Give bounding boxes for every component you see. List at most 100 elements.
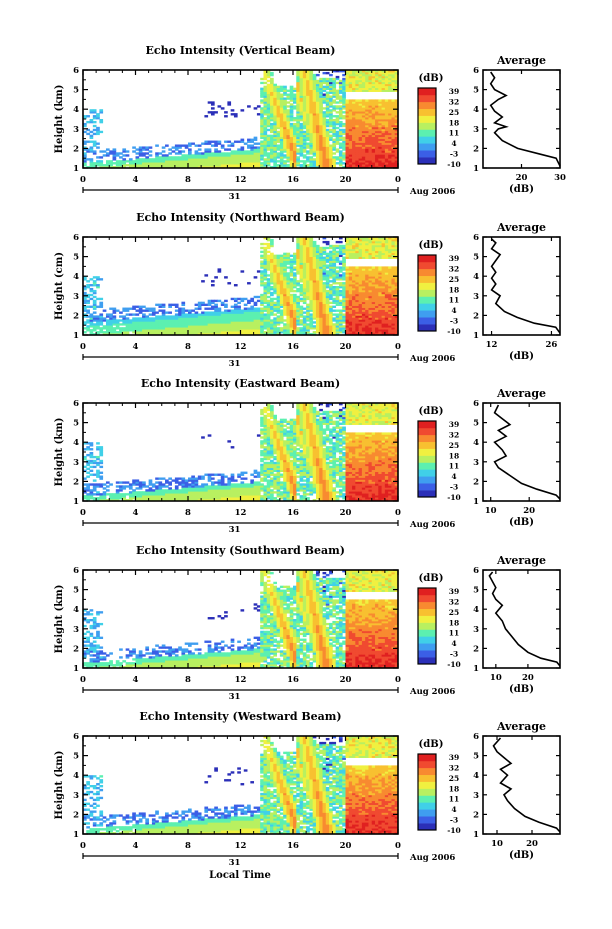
heatmap-cell <box>83 115 87 118</box>
heatmap-cell <box>332 289 337 293</box>
heatmap-cell <box>345 103 350 106</box>
heatmap-cell <box>240 313 245 316</box>
heatmap-cell <box>168 317 172 320</box>
heatmap-cell <box>319 124 323 128</box>
heatmap-cell <box>378 124 382 128</box>
heatmap-cell <box>358 331 363 334</box>
heatmap-cell <box>302 242 307 246</box>
heatmap-cell <box>128 313 133 316</box>
heatmap-cell <box>263 317 268 320</box>
heatmap-cell <box>394 101 399 104</box>
heatmap-cell <box>391 71 396 75</box>
heatmap-cell <box>338 136 343 139</box>
heatmap-cell <box>338 120 343 124</box>
heatmap-cell <box>286 287 291 291</box>
heatmap-cell <box>381 323 386 326</box>
heatmap-cell <box>270 160 274 163</box>
heatmap-cell <box>83 148 87 151</box>
heatmap-cell <box>263 122 268 126</box>
heatmap-cell <box>315 293 320 297</box>
heatmap-cell <box>142 309 146 312</box>
heatmap-cell <box>89 146 94 149</box>
heatmap-cell <box>302 244 307 248</box>
heatmap-cell <box>181 164 186 167</box>
heatmap-cell <box>338 244 343 248</box>
heatmap-cell <box>89 315 94 318</box>
heatmap-cell <box>355 240 360 244</box>
heatmap-cell <box>338 331 343 334</box>
heatmap-cell <box>384 124 389 128</box>
heatmap-cell <box>329 289 333 293</box>
heatmap-cell <box>243 303 248 306</box>
heatmap-cell <box>345 162 350 165</box>
heatmap-cell <box>322 248 327 252</box>
heatmap-cell <box>358 297 363 301</box>
heatmap-cell <box>312 128 317 132</box>
heatmap-cell <box>293 160 297 163</box>
heatmap-cell <box>289 280 294 283</box>
heatmap-cell <box>299 75 304 79</box>
heatmap-cell <box>283 148 287 151</box>
heatmap-cell <box>365 293 369 297</box>
heatmap-cell <box>197 164 202 167</box>
heatmap-cell <box>388 303 392 306</box>
heatmap-cell <box>191 154 195 157</box>
heatmap-cell <box>325 115 330 118</box>
heatmap-cell <box>224 140 228 143</box>
heatmap-cell <box>270 89 274 92</box>
heatmap-cell <box>299 331 304 334</box>
heatmap-cell <box>214 305 218 308</box>
heatmap-cell <box>214 323 218 326</box>
heatmap-cell <box>112 154 117 157</box>
heatmap-cell <box>253 156 258 159</box>
heatmap-cell <box>312 162 317 165</box>
heatmap-cell <box>306 260 310 263</box>
heatmap-cell <box>115 319 120 322</box>
heatmap-cell <box>306 126 310 130</box>
heatmap-cell <box>302 87 307 90</box>
heatmap-cell <box>335 299 340 303</box>
heatmap-cell <box>325 156 330 159</box>
heatmap-cell <box>371 113 376 116</box>
heatmap-cell <box>352 331 356 334</box>
heatmap-cell <box>204 325 209 328</box>
heatmap-cell <box>375 107 379 110</box>
heatmap-cell <box>375 319 379 322</box>
heatmap-cell <box>276 154 281 157</box>
heatmap-cell <box>233 307 238 310</box>
heatmap-cell <box>348 242 353 246</box>
heatmap-cell <box>299 238 304 242</box>
heatmap-cell <box>283 89 287 92</box>
heatmap-cell <box>388 101 392 104</box>
heatmap-cell <box>260 278 264 281</box>
heatmap-cell <box>174 162 179 165</box>
heatmap-cell <box>142 164 146 167</box>
heatmap-cell <box>315 321 320 324</box>
heatmap-cell <box>342 246 346 250</box>
heatmap-cell <box>332 246 337 250</box>
heatmap-cell <box>312 315 317 318</box>
heatmap-cell <box>355 284 360 287</box>
heatmap-cell <box>270 95 274 98</box>
heatmap-cell <box>86 327 90 330</box>
heatmap-cell <box>289 162 294 165</box>
heatmap-cell <box>329 77 333 81</box>
heatmap-cell <box>299 268 304 271</box>
heatmap-cell <box>96 278 100 281</box>
heatmap-cell <box>348 81 353 85</box>
heatmap-cell <box>332 79 337 83</box>
heatmap-cell <box>266 278 271 281</box>
heatmap-cell <box>99 130 104 134</box>
heatmap-cell <box>352 126 356 130</box>
heatmap-cell <box>230 156 235 159</box>
heatmap-cell <box>309 252 314 256</box>
heatmap-cell <box>289 146 294 149</box>
heatmap-cell <box>338 299 343 303</box>
heatmap-cell <box>342 325 346 328</box>
heatmap-cell <box>286 144 291 147</box>
heatmap-cell <box>312 242 317 246</box>
heatmap-cell <box>361 278 366 281</box>
heatmap-cell <box>384 327 389 330</box>
heatmap-cell <box>273 327 277 330</box>
heatmap-cell <box>260 95 264 98</box>
